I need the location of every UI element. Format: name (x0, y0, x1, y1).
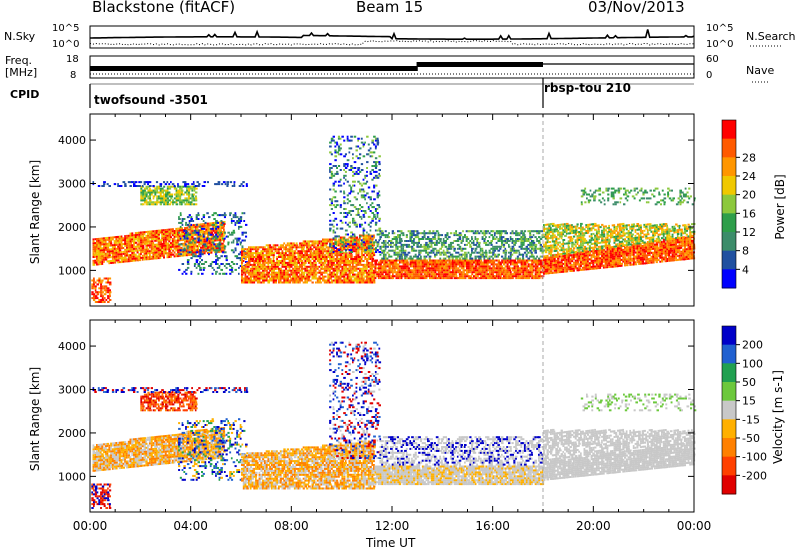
power-colorbar-cell (722, 269, 736, 289)
freq-label: Freq. (5, 54, 33, 67)
velocity-colorbar-tick-label: -200 (742, 469, 767, 482)
velocity-colorbar-cell (722, 382, 736, 402)
velocity-colorbar-tick-label: 15 (742, 395, 756, 408)
power-colorbar-tick-label: 8 (742, 245, 749, 258)
sky-panel-frame (89, 25, 695, 49)
cpid-label: CPID (10, 88, 40, 101)
search-noise-line (89, 39, 695, 46)
velocity-colorbar-cell (722, 419, 736, 439)
velocity-colorbar-tick-label: -100 (742, 451, 767, 464)
power-data-field (91, 135, 696, 303)
power-ytick-label: 1000 (58, 264, 86, 277)
velocity-ytick-label: 3000 (58, 384, 86, 397)
search-tick-top: 10^5 (706, 23, 734, 34)
power-colorbar-tick-label: 28 (742, 151, 756, 164)
velocity-colorbar-cell (722, 475, 736, 495)
cpid-mode-1: twofsound -3501 (94, 93, 208, 107)
power-colorbar-cell (722, 213, 736, 233)
velocity-colorbar-tick-label: -15 (742, 413, 760, 426)
xtick-label: 08:00 (274, 519, 309, 533)
velocity-ytick-label: 1000 (58, 470, 86, 483)
beam-title: Beam 15 (356, 0, 424, 16)
freq-unit-label: [MHz] (5, 66, 38, 79)
search-label: N.Search (746, 30, 796, 43)
power-colorbar-cell (722, 138, 736, 158)
xtick-label: 20:00 (576, 519, 611, 533)
power-colorbar-cell (722, 157, 736, 177)
velocity-colorbar-tick-label: -50 (742, 432, 760, 445)
date-title: 03/Nov/2013 (588, 0, 685, 16)
sky-label: N.Sky (4, 30, 36, 43)
nave-label: Nave (746, 64, 775, 77)
power-colorbar-cell (722, 176, 736, 196)
power-colorbar-tick-label: 20 (742, 189, 756, 202)
power-colorbar-frame (721, 119, 737, 289)
velocity-ytick-label: 2000 (58, 427, 86, 440)
xtick-label: 04:00 (173, 519, 208, 533)
power-colorbar-cell (722, 232, 736, 252)
velocity-data-field (91, 341, 697, 509)
velocity-colorbar-cell (722, 400, 736, 420)
power-colorbar-tick-label: 16 (742, 207, 756, 220)
power-ytick-label: 4000 (58, 134, 86, 147)
x-axis-title: Time UT (366, 536, 416, 550)
station-title: Blackstone (fitACF) (92, 0, 236, 16)
power-colorbar-tick-label: 12 (742, 226, 756, 239)
freq-tick-bottom: 8 (70, 70, 77, 81)
velocity-colorbar-tick-label: 50 (742, 376, 756, 389)
freq-tick-top: 18 (66, 54, 79, 65)
cpid-mode-2: rbsp-tou 210 (544, 81, 631, 95)
velocity-colorbar-cell (722, 363, 736, 383)
velocity-ytick-label: 4000 (58, 340, 86, 353)
xtick-label: 00:00 (677, 519, 712, 533)
velocity-colorbar-tick-label: 200 (742, 339, 763, 352)
power-colorbar-cell (722, 250, 736, 270)
velocity-colorbar-cell (722, 456, 736, 476)
power-colorbar-cell (722, 194, 736, 214)
freq-band-high (417, 62, 543, 67)
velocity-colorbar-tick-label: 100 (742, 357, 763, 370)
power-colorbar-tick-label: 24 (742, 170, 756, 183)
power-colorbar-tick-label: 4 (742, 263, 749, 276)
freq-band-low (90, 66, 418, 71)
velocity-colorbar-cell (722, 326, 736, 346)
xtick-label: 00:00 (73, 519, 108, 533)
velocity-colorbar-cell (722, 344, 736, 364)
power-ytick-label: 3000 (58, 178, 86, 191)
velocity-colorbar-cell (722, 438, 736, 458)
xtick-label: 12:00 (375, 519, 410, 533)
nave-tick-bottom: 0 (706, 70, 713, 81)
nave-tick-top: 60 (706, 54, 719, 65)
xtick-label: 16:00 (475, 519, 510, 533)
sky-tick-top: 10^5 (52, 23, 80, 34)
velocity-colorbar-frame (721, 325, 737, 495)
power-ytick-label: 2000 (58, 221, 86, 234)
sky-tick-bottom: 10^0 (52, 39, 80, 50)
power-colorbar-cell (722, 120, 736, 140)
sky-noise-line (90, 29, 695, 41)
search-tick-bottom: 10^0 (706, 39, 734, 50)
